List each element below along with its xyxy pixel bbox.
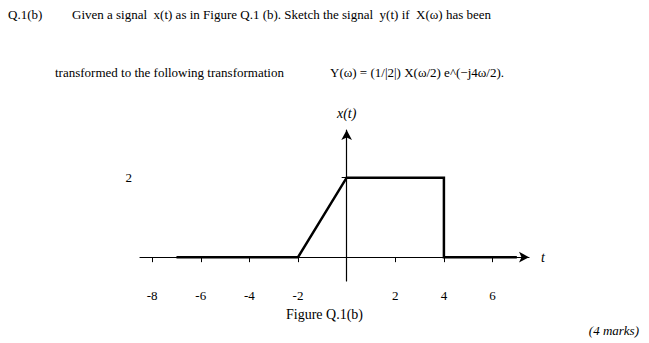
svg-text:x(t): x(t): [336, 106, 357, 122]
svg-text:(4 marks): (4 marks): [589, 323, 639, 338]
svg-text:Given a signal x(t) as in Fig: Given a signal x(t) as in Figure Q.1 (b)…: [72, 7, 492, 22]
svg-text:4: 4: [441, 288, 448, 303]
svg-text:2: 2: [392, 288, 399, 303]
svg-text:6: 6: [489, 288, 496, 303]
svg-text:Y(ω) = (1/|2|) X(ω/2) e^(−j4ω/: Y(ω) = (1/|2|) X(ω/2) e^(−j4ω/2).: [330, 65, 504, 80]
svg-text:-2: -2: [293, 288, 304, 303]
svg-text:Figure Q.1(b): Figure Q.1(b): [286, 307, 363, 323]
svg-text:2: 2: [126, 170, 133, 185]
svg-text:-6: -6: [195, 288, 206, 303]
svg-text:-4: -4: [244, 288, 255, 303]
svg-text:Q.1(b): Q.1(b): [8, 7, 42, 22]
svg-text:transformed to the following t: transformed to the following transformat…: [55, 65, 284, 80]
svg-text:-8: -8: [147, 288, 158, 303]
svg-text:t: t: [541, 250, 546, 265]
